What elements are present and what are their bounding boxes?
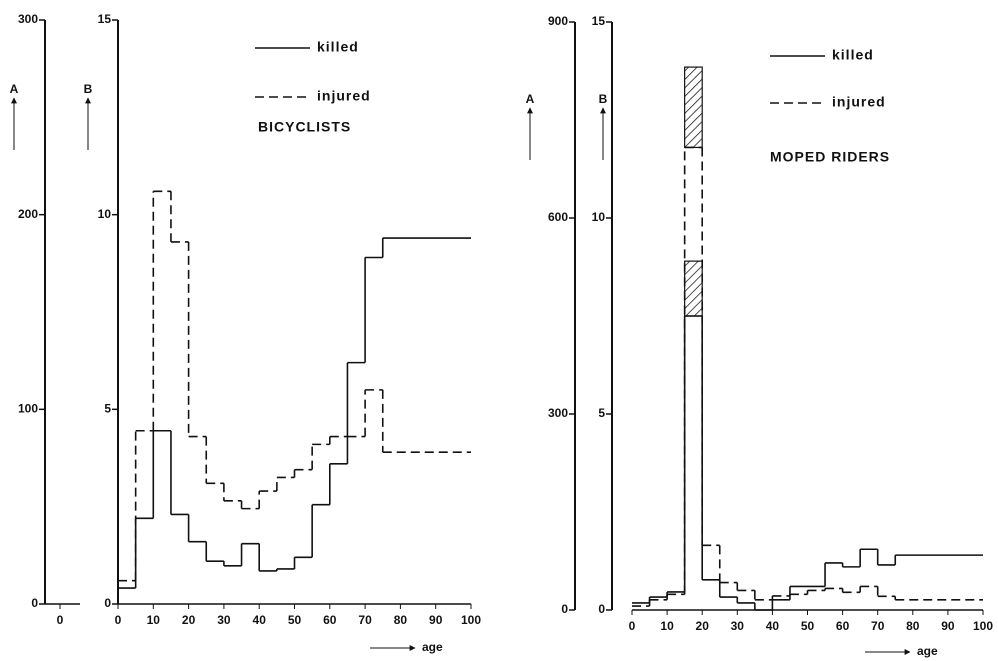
x-tick-label: 60 [323, 613, 337, 627]
y-tick-label: 10 [98, 207, 112, 221]
y2-tick-label: 300 [548, 406, 568, 420]
x-tick-label: 0 [629, 619, 636, 633]
y-tick-label: 15 [98, 12, 112, 26]
x-tick-label: 30 [217, 613, 231, 627]
x-tick-label: 90 [941, 619, 955, 633]
y2-tick-label: 900 [548, 14, 568, 28]
legend-label: killed [317, 39, 359, 55]
y2-tick-label: 0 [31, 596, 38, 610]
legend-label: killed [832, 47, 874, 63]
y2-axis-label: A [526, 92, 535, 106]
y-axis-label: B [84, 82, 93, 96]
x-tick-label: 40 [766, 619, 780, 633]
x-tick-label: 20 [182, 613, 196, 627]
y2-axis-label: A [10, 82, 19, 96]
x-axis-label: age [422, 640, 443, 654]
y-tick-label: 5 [598, 406, 605, 420]
hatched-bar [684, 66, 703, 149]
x-tick-label: 40 [253, 613, 267, 627]
x-tick-label: 50 [288, 613, 302, 627]
x-tick-label: 0 [115, 613, 122, 627]
x-tick-label: 50 [801, 619, 815, 633]
x-tick-label: 90 [429, 613, 443, 627]
legend-label: injured [832, 94, 886, 110]
y-tick-label: 15 [592, 14, 606, 28]
x-tick-label: 100 [973, 619, 993, 633]
x-tick-label: 80 [906, 619, 920, 633]
x-tick-label: 80 [394, 613, 408, 627]
x-tick-label: 10 [660, 619, 674, 633]
chart-title: BICYCLISTS [258, 119, 351, 135]
x-tick-label: 70 [358, 613, 372, 627]
y-tick-label: 0 [104, 596, 111, 610]
x-tick-label: 30 [731, 619, 745, 633]
x-tick-label: 70 [871, 619, 885, 633]
hatched-bar [684, 260, 703, 317]
y-axis-label: B [599, 92, 608, 106]
y-tick-label: 0 [598, 602, 605, 616]
y2-tick-label: 100 [18, 402, 38, 416]
y2-tick-label: 600 [548, 210, 568, 224]
y2-tick-label: 300 [18, 12, 38, 26]
y2-tick-label: 0 [561, 602, 568, 616]
legend-label: injured [317, 88, 371, 104]
chart-title: MOPED RIDERS [770, 149, 890, 165]
y2-tick-label: 200 [18, 207, 38, 221]
x-tick-label: 60 [836, 619, 850, 633]
x-tick-label: 20 [696, 619, 710, 633]
x-tick-label: 10 [147, 613, 161, 627]
x-axis-label: age [917, 644, 938, 658]
y-tick-label: 5 [104, 402, 111, 416]
y-tick-label: 10 [592, 210, 606, 224]
x-tick-label: 100 [461, 613, 481, 627]
y2-x-tick-label: 0 [57, 613, 64, 627]
